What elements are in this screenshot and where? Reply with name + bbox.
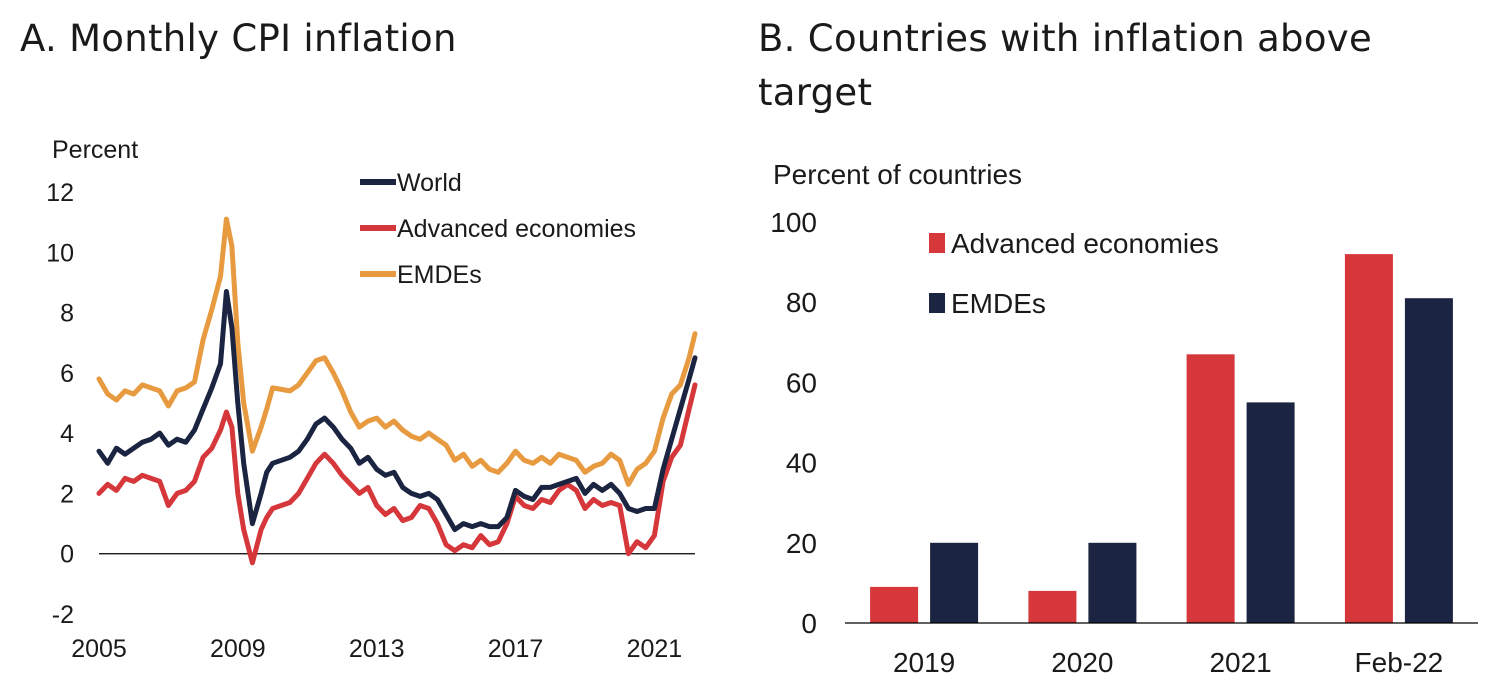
legend-label-world: World bbox=[397, 169, 462, 197]
y-tick-label: 0 bbox=[60, 541, 74, 569]
y-tick-label: 100 bbox=[770, 207, 817, 238]
x-tick-label: 2009 bbox=[210, 635, 266, 663]
y-tick-label: 6 bbox=[60, 360, 74, 388]
y-tick-label: 40 bbox=[786, 448, 817, 479]
y-tick-label: 80 bbox=[786, 287, 817, 318]
panel-b-title: B. Countries with inflation above target bbox=[758, 17, 1373, 114]
y-tick-label: 12 bbox=[46, 179, 74, 207]
bar-emdes-2020 bbox=[1088, 542, 1137, 623]
y-axis-label: Percent bbox=[52, 136, 138, 164]
y-axis-label: Percent of countries bbox=[773, 159, 1022, 190]
bar-emdes-feb-22 bbox=[1404, 298, 1453, 623]
x-tick-label: 2020 bbox=[1051, 647, 1113, 678]
chart-a-line: Percent -2 0 2 4 6 8 10 12 2005 2009 2013 2017 2021 Wo… bbox=[46, 136, 698, 663]
legend-label-emdes: EMDEs bbox=[951, 288, 1046, 319]
bar-advanced-economies-2019 bbox=[870, 586, 919, 623]
y-tick-label: 8 bbox=[60, 300, 74, 328]
legend-label-advanced-economies: Advanced economies bbox=[951, 228, 1219, 259]
x-tick-label: Feb-22 bbox=[1355, 647, 1444, 678]
x-tick-label: 2013 bbox=[349, 635, 405, 663]
y-tick-label: 20 bbox=[786, 528, 817, 559]
legend-label-advanced-economies: Advanced economies bbox=[397, 215, 636, 243]
legend-swatch-advanced-economies bbox=[929, 233, 945, 253]
x-tick-label: 2019 bbox=[893, 647, 955, 678]
bar-advanced-economies-feb-22 bbox=[1344, 254, 1393, 623]
series-line-emdes bbox=[96, 216, 698, 487]
y-tick-label: 0 bbox=[801, 608, 817, 639]
legend-label-emdes: EMDEs bbox=[397, 261, 482, 289]
bar-emdes-2019 bbox=[930, 542, 979, 623]
bar-advanced-economies-2021 bbox=[1186, 354, 1235, 623]
series-line-advanced-economies bbox=[96, 382, 698, 566]
y-tick-label: -2 bbox=[52, 601, 74, 629]
y-tick-label: 4 bbox=[60, 420, 74, 448]
y-tick-label: 60 bbox=[786, 367, 817, 398]
bar-emdes-2021 bbox=[1246, 402, 1295, 623]
x-tick-label: 2017 bbox=[488, 635, 544, 663]
y-tick-label: 10 bbox=[46, 239, 74, 267]
panel-a-title: A. Monthly CPI inflation bbox=[20, 17, 457, 60]
x-tick-label: 2005 bbox=[71, 635, 127, 663]
y-tick-label: 2 bbox=[60, 480, 74, 508]
series-line-world bbox=[96, 289, 698, 533]
bar-advanced-economies-2020 bbox=[1028, 590, 1077, 623]
legend-swatch-emdes bbox=[929, 293, 945, 313]
x-tick-label: 2021 bbox=[627, 635, 683, 663]
x-tick-label: 2021 bbox=[1209, 647, 1271, 678]
